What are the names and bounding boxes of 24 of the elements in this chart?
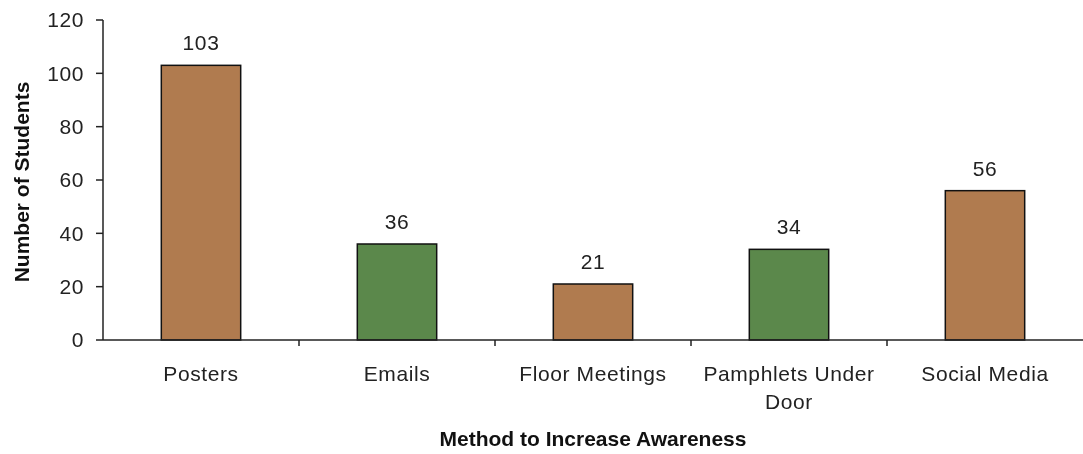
x-tick-label: Emails: [363, 362, 431, 385]
y-axis-title: Number of Students: [10, 81, 33, 283]
x-tick-label: Pamphlets Under Door: [703, 362, 875, 413]
x-tick-label: Social Media: [921, 362, 1049, 385]
data-label: 21: [580, 250, 606, 273]
bar: [944, 189, 1026, 341]
y-tick-label: 120: [47, 8, 84, 32]
data-label: 103: [182, 31, 220, 55]
y-tick-label: 80: [59, 115, 84, 139]
data-label: 36: [384, 210, 410, 233]
x-tick-label: Posters: [163, 362, 239, 385]
data-label: 56: [972, 156, 998, 180]
y-tick-label: 40: [59, 221, 84, 245]
data-label: 34: [776, 215, 802, 239]
y-tick-label: 0: [71, 328, 84, 352]
bar: [552, 283, 634, 341]
y-tick-label: 60: [59, 168, 84, 192]
x-tick-label: Floor Meetings: [519, 362, 667, 385]
y-tick-label: 100: [47, 61, 84, 85]
bar: [160, 64, 242, 341]
bar: [356, 243, 438, 341]
x-axis-title: Method to Increase Awareness: [439, 427, 747, 450]
y-tick-label: 20: [59, 275, 84, 299]
bar: [748, 248, 830, 341]
